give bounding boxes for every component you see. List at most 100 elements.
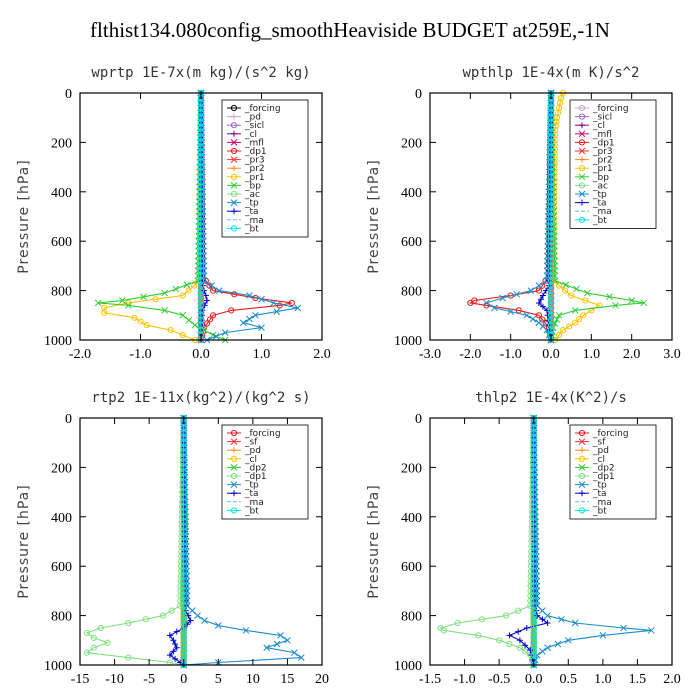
data-point [252, 311, 259, 319]
x-tick-label: 0.0 [525, 672, 543, 687]
data-point [273, 640, 281, 648]
legend-marker [230, 190, 238, 198]
data-point [125, 302, 132, 309]
data-point [515, 607, 522, 614]
data-point [90, 634, 97, 641]
y-tick-label: 400 [51, 511, 72, 526]
legend-label: _sf [244, 438, 258, 448]
data-point [221, 329, 229, 336]
data-point [573, 285, 580, 293]
legend-marker [231, 447, 237, 454]
data-point [564, 636, 572, 644]
x-tick-label: 3.0 [663, 347, 681, 362]
data-point [83, 649, 91, 656]
legend-label: _ta [592, 199, 607, 209]
data-point [258, 295, 265, 303]
y-tick-label: 400 [51, 186, 72, 201]
y-tick-label: 1000 [44, 659, 72, 674]
legend-marker [578, 438, 586, 445]
legend-marker [231, 490, 237, 497]
legend-marker [578, 113, 586, 120]
legend-label: _bt [592, 216, 607, 226]
legend-marker [231, 165, 237, 172]
data-point [94, 299, 102, 307]
legend-label: _sicl [592, 113, 612, 123]
data-point [172, 641, 179, 648]
legend-marker [230, 199, 238, 206]
data-point [544, 312, 551, 319]
legend-marker [579, 156, 585, 163]
panel-3: rtp2 1E-11x(kg^2)/(kg^2 s) Pressure [hPa]… [16, 390, 329, 687]
data-point [172, 655, 179, 662]
data-point [159, 612, 167, 619]
legend-marker [230, 173, 238, 180]
data-point [502, 612, 510, 619]
legend-marker [578, 104, 586, 112]
data-point [212, 332, 220, 340]
panel-2: wpthlp 1E-4x(m K)/s^2 Pressure [hPa] -3.0 -… [366, 65, 681, 362]
data-point [554, 640, 562, 648]
data-point [270, 299, 277, 307]
series-bt [197, 89, 205, 344]
y-tick-label: 1000 [44, 334, 72, 349]
y-axis-label: Pressure [hPa] [16, 159, 32, 273]
y-axis-label: Pressure [hPa] [366, 159, 382, 273]
y-tick-label: 600 [401, 560, 422, 575]
data-point [183, 281, 191, 289]
legend-label: _ac [592, 181, 608, 191]
legend-marker [578, 455, 586, 462]
legend-label: _pr3 [244, 156, 265, 166]
legend-label: _tp [244, 199, 259, 209]
data-point [620, 624, 627, 632]
data-point [588, 307, 595, 314]
data-point [152, 296, 159, 303]
data-point [544, 644, 551, 652]
data-point [125, 619, 132, 627]
data-point [276, 302, 283, 309]
legend-marker [579, 490, 585, 497]
data-point [543, 307, 550, 314]
data-point [168, 607, 175, 614]
legend-label: _pd [244, 446, 261, 456]
x-tick-label: -0.5 [488, 672, 510, 687]
data-point [161, 307, 169, 314]
data-point [167, 327, 174, 334]
data-point [170, 637, 177, 644]
y-tick-label: 200 [51, 461, 72, 476]
y-axis-label: Pressure [hPa] [366, 484, 382, 598]
y-tick-label: 200 [401, 136, 422, 151]
data-point [467, 299, 474, 307]
data-point [97, 624, 104, 632]
data-point [137, 318, 144, 325]
data-point [582, 297, 589, 304]
data-point [647, 627, 655, 634]
legend-label: _bt [244, 506, 259, 516]
x-tick-label: 1.5 [629, 672, 647, 687]
data-point [544, 620, 551, 627]
data-point [454, 619, 461, 627]
x-tick-label: 5 [215, 672, 222, 687]
data-point [475, 632, 482, 639]
data-point [228, 307, 235, 314]
x-tick-label: -3.0 [419, 347, 441, 362]
legend-marker [578, 173, 586, 181]
legend-label: _cl [244, 130, 257, 140]
data-point [562, 287, 569, 294]
legend-marker [579, 199, 585, 206]
data-point [566, 323, 573, 330]
legend-marker [230, 156, 238, 163]
data-point [580, 312, 587, 319]
y-tick-label: 800 [401, 610, 422, 625]
y-tick-label: 600 [401, 235, 422, 250]
legend-label: _forcing [244, 104, 281, 114]
data-point [173, 644, 180, 651]
data-point [553, 316, 561, 323]
legend-marker [578, 464, 586, 471]
data-point [506, 632, 513, 639]
data-point [194, 612, 201, 619]
y-tick-label: 0 [65, 87, 72, 102]
data-point [203, 320, 211, 327]
legend-label: _ma [244, 216, 264, 226]
data-point [560, 327, 567, 334]
series-line [103, 93, 202, 341]
